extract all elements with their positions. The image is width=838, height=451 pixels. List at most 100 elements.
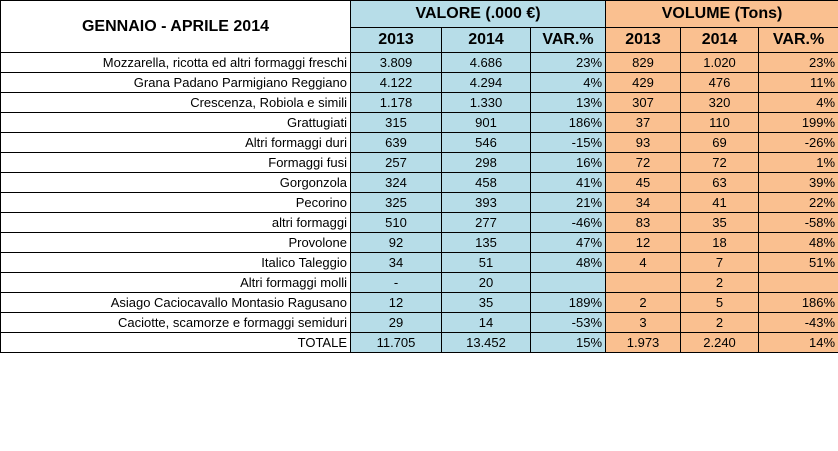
volume-2013-cell: 1.973 bbox=[605, 332, 682, 353]
table-row: altri formaggi 510 277 -46% 83 35 -58% bbox=[0, 212, 838, 233]
volume-2013-cell: 12 bbox=[605, 232, 682, 253]
volume-2013-cell: 4 bbox=[605, 252, 682, 273]
valore-2014-cell: 135 bbox=[441, 232, 531, 253]
valore-var-cell: 23% bbox=[529, 52, 607, 73]
row-label: Formaggi fusi bbox=[0, 152, 351, 173]
table-row: Gorgonzola 324 458 41% 45 63 39% bbox=[0, 172, 838, 193]
valore-2014-cell: 393 bbox=[441, 192, 531, 213]
table-row: Mozzarella, ricotta ed altri formaggi fr… bbox=[0, 52, 838, 73]
valore-2013-cell: 92 bbox=[350, 232, 442, 253]
volume-2014-cell: 7 bbox=[680, 252, 760, 273]
valore-2014-cell: 298 bbox=[441, 152, 531, 173]
table-row: Altri formaggi duri 639 546 -15% 93 69 -26% bbox=[0, 132, 838, 153]
valore-var-cell: 4% bbox=[529, 72, 607, 93]
volume-2014-cell: 18 bbox=[680, 232, 760, 253]
valore-var-cell: 16% bbox=[529, 152, 607, 173]
volume-2013-cell: 37 bbox=[605, 112, 682, 133]
valore-var-cell: 41% bbox=[529, 172, 607, 193]
valore-2014-cell: 13.452 bbox=[441, 332, 531, 353]
table-row: Altri formaggi molli -20 2 bbox=[0, 272, 838, 293]
row-label: Crescenza, Robiola e simili bbox=[0, 92, 351, 113]
valore-var-cell: 189% bbox=[529, 292, 607, 313]
row-label: Caciotte, scamorze e formaggi semiduri bbox=[0, 312, 351, 333]
volume-2013-cell: 45 bbox=[605, 172, 682, 193]
valore-2013-cell: 325 bbox=[350, 192, 442, 213]
row-label: Gorgonzola bbox=[0, 172, 351, 193]
valore-2013-cell: 1.178 bbox=[350, 92, 442, 113]
row-label: TOTALE bbox=[0, 332, 351, 353]
year-header-row: 2013 2014 VAR.% 2013 2014 VAR.% bbox=[1, 27, 838, 53]
row-label: Mozzarella, ricotta ed altri formaggi fr… bbox=[0, 52, 351, 73]
volume-var-cell: 11% bbox=[758, 72, 838, 93]
valore-var-cell: 47% bbox=[529, 232, 607, 253]
volume-2014-cell: 69 bbox=[680, 132, 760, 153]
valore-2014-cell: 458 bbox=[441, 172, 531, 193]
valore-2014-cell: 546 bbox=[441, 132, 531, 153]
cheese-sales-table: GENNAIO - APRILE 2014 VALORE (.000 €) VO… bbox=[0, 0, 838, 353]
volume-var-cell: -26% bbox=[758, 132, 838, 153]
row-label: Asiago Caciocavallo Montasio Ragusano bbox=[0, 292, 351, 313]
volume-2014-cell: 2.240 bbox=[680, 332, 760, 353]
volume-var-cell: 39% bbox=[758, 172, 838, 193]
volume-var-cell: 22% bbox=[758, 192, 838, 213]
valore-2013-cell: 257 bbox=[350, 152, 442, 173]
table-row: Formaggi fusi 257 298 16% 72 72 1% bbox=[0, 152, 838, 173]
volume-2014-header: 2014 bbox=[680, 27, 760, 53]
table-row: Pecorino 325 393 21% 34 41 22% bbox=[0, 192, 838, 213]
valore-var-cell: 21% bbox=[529, 192, 607, 213]
valore-2013-cell: 510 bbox=[350, 212, 442, 233]
valore-2014-cell: 51 bbox=[441, 252, 531, 273]
volume-2013-cell: 72 bbox=[605, 152, 682, 173]
valore-var-cell: 186% bbox=[529, 112, 607, 133]
volume-var-cell: 186% bbox=[758, 292, 838, 313]
table-row: Caciotte, scamorze e formaggi semiduri 29… bbox=[0, 312, 838, 333]
valore-var-cell: 48% bbox=[529, 252, 607, 273]
valore-2013-cell: - bbox=[350, 272, 442, 293]
table-row: Grana Padano Parmigiano Reggiano 4.122 4.2… bbox=[0, 72, 838, 93]
volume-var-cell: 23% bbox=[758, 52, 838, 73]
volume-var-header: VAR.% bbox=[758, 27, 838, 53]
volume-2013-cell: 93 bbox=[605, 132, 682, 153]
volume-var-cell: 14% bbox=[758, 332, 838, 353]
valore-2014-cell: 1.330 bbox=[441, 92, 531, 113]
row-label: Pecorino bbox=[0, 192, 351, 213]
volume-2014-cell: 320 bbox=[680, 92, 760, 113]
volume-2014-cell: 1.020 bbox=[680, 52, 760, 73]
valore-group-header: VALORE (.000 €) bbox=[349, 0, 607, 28]
volume-group-header: VOLUME (Tons) bbox=[605, 0, 838, 28]
row-label: altri formaggi bbox=[0, 212, 351, 233]
volume-2014-cell: 2 bbox=[680, 272, 760, 293]
volume-2014-cell: 2 bbox=[680, 312, 760, 333]
volume-2013-cell: 2 bbox=[605, 292, 682, 313]
valore-var-cell: -15% bbox=[529, 132, 607, 153]
row-label: Grattugiati bbox=[0, 112, 351, 133]
volume-2013-cell: 83 bbox=[605, 212, 682, 233]
volume-2014-cell: 35 bbox=[680, 212, 760, 233]
table-row: Italico Taleggio 34 51 48% 4 7 51% bbox=[0, 252, 838, 273]
valore-2014-cell: 4.686 bbox=[441, 52, 531, 73]
valore-var-cell: 13% bbox=[529, 92, 607, 113]
volume-var-cell: 1% bbox=[758, 152, 838, 173]
volume-2013-header: 2013 bbox=[605, 27, 682, 53]
table-row: Provolone 92 135 47% 12 18 48% bbox=[0, 232, 838, 253]
volume-var-cell: -58% bbox=[758, 212, 838, 233]
volume-var-cell: 51% bbox=[758, 252, 838, 273]
valore-2013-header: 2013 bbox=[350, 27, 442, 53]
volume-2014-cell: 63 bbox=[680, 172, 760, 193]
table-row: Grattugiati 315 901 186% 37 110 199% bbox=[0, 112, 838, 133]
valore-var-cell: 15% bbox=[529, 332, 607, 353]
row-label: Italico Taleggio bbox=[0, 252, 351, 273]
valore-2014-cell: 901 bbox=[441, 112, 531, 133]
volume-var-cell: 199% bbox=[758, 112, 838, 133]
volume-2014-cell: 110 bbox=[680, 112, 760, 133]
row-label: Provolone bbox=[0, 232, 351, 253]
volume-2013-cell: 3 bbox=[605, 312, 682, 333]
volume-2013-cell: 829 bbox=[605, 52, 682, 73]
volume-2014-cell: 72 bbox=[680, 152, 760, 173]
valore-2014-cell: 14 bbox=[441, 312, 531, 333]
valore-2014-header: 2014 bbox=[441, 27, 531, 53]
volume-var-cell: 48% bbox=[758, 232, 838, 253]
valore-var-header: VAR.% bbox=[529, 27, 607, 53]
row-label: Grana Padano Parmigiano Reggiano bbox=[0, 72, 351, 93]
valore-2013-cell: 34 bbox=[350, 252, 442, 273]
